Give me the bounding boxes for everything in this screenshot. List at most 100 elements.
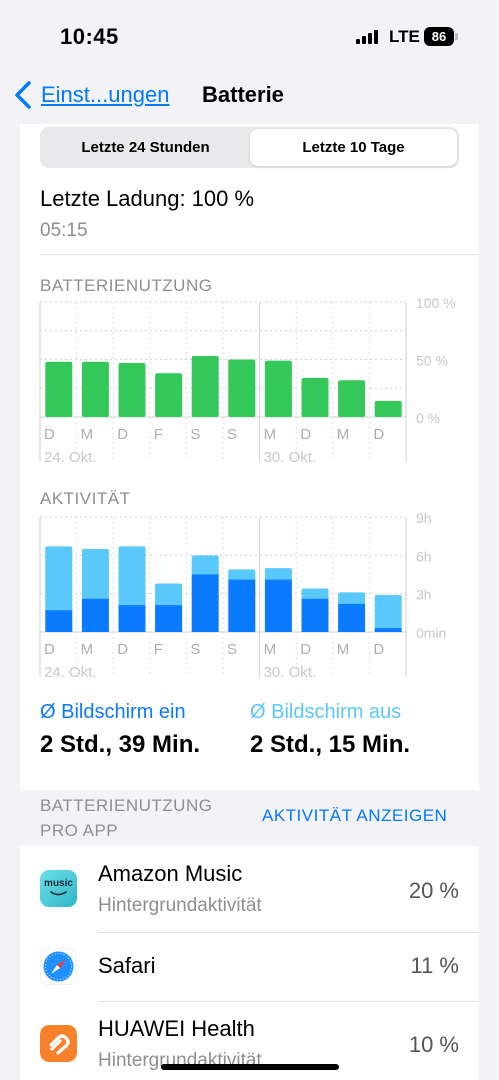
tab-last-10-days[interactable]: Letzte 10 Tage [250,129,457,166]
date-label: 24. Okt. [44,664,97,681]
back-button[interactable]: Einst...ungen [41,82,170,107]
y-tick-label: 100 % [416,295,456,311]
tab-last-24-hours[interactable]: Letzte 24 Stunden [81,139,210,156]
app-usage-list: music Amazon Music Hintergrundaktivität … [20,846,479,1080]
activity-bar-screen-off [301,588,329,601]
x-tick-label: F [154,426,163,443]
amazon-music-icon: music [40,870,77,907]
activity-bar-screen-on [264,579,292,632]
list-item[interactable]: Safari 11 % [20,933,479,1002]
x-tick-label: D [300,641,311,658]
app-percentage: 10 % [408,1032,459,1057]
activity-bar-screen-on [301,598,329,632]
y-tick-label: 50 % [416,353,448,369]
activity-bar-screen-off [155,583,183,608]
nav-bar: Einst...ungen Batterie [0,70,499,124]
x-tick-label: D [373,426,384,443]
status-time: 10:45 [60,24,119,49]
activity-bar-screen-on [374,628,402,632]
screen-off-value: 2 Std., 15 Min. [250,731,411,758]
row-divider [98,932,479,933]
battery-cap [455,33,458,40]
activity-chart-title: AKTIVITÄT [40,489,131,508]
x-tick-label: F [154,641,163,658]
screen-on-value: 2 Std., 39 Min. [40,731,201,758]
time-range-segmented-control: Letzte 24 Stunden Letzte 10 Tage [40,127,459,168]
battery-bar [81,361,109,417]
activity-bar-screen-on [228,579,256,632]
activity-bar-screen-off [81,548,109,601]
activity-bar-screen-on [338,603,366,632]
x-tick-label: D [44,426,55,443]
activity-bar-screen-on [45,610,73,632]
battery-bar [191,356,219,417]
y-tick-label: 6h [416,548,432,564]
screen-on-label: Ø Bildschirm ein [40,701,186,723]
x-tick-label: D [300,426,311,443]
app-name: Safari [98,953,156,978]
y-tick-label: 9h [416,510,432,526]
x-tick-label: M [337,426,350,443]
battery-bar [338,380,366,417]
activity-bar-screen-on [191,574,219,632]
x-tick-label: D [44,641,55,658]
date-label: 30. Okt. [264,664,317,681]
activity-bar-screen-off [338,592,366,606]
status-bar: 10:45 LTE 86 [0,0,499,70]
battery-bar [118,362,146,417]
y-tick-label: 0 % [416,410,440,426]
activity-bar-screen-off [228,569,256,582]
app-usage-header-line2: PRO APP [40,821,119,840]
home-indicator [161,1064,339,1070]
date-label: 24. Okt. [44,449,97,466]
x-tick-label: M [337,641,350,658]
app-name: Amazon Music [98,861,243,886]
row-divider [98,1001,479,1002]
x-tick-label: S [227,641,237,658]
divider [40,254,479,255]
network-type: LTE [389,27,420,46]
app-percentage: 20 % [408,878,459,903]
battery-bar [155,373,183,417]
activity-chart[interactable]: 9h 6h 3h 0min D M D F S S M D M D 24. Okt. 30. Okt. [20,509,479,684]
app-name: HUAWEI Health [98,1016,255,1041]
battery-bar [264,360,292,417]
battery-usage-chart[interactable]: 100 % 50 % 0 % D M D F S S M D M D 24. Okt. 30. Okt. [20,294,479,469]
activity-bar-screen-on [118,605,146,632]
x-tick-label: M [264,641,277,658]
amazon-music-icon-text: music [44,878,73,889]
list-item[interactable]: music Amazon Music Hintergrundaktivität … [20,846,479,933]
app-usage-header: BATTERIENUTZUNG PRO APP [40,793,212,843]
x-tick-label: M [81,641,94,658]
activity-bar-screen-on [81,598,109,632]
amazon-smile-shape [50,891,67,896]
activity-bar-screen-off [118,546,146,608]
x-tick-label: S [227,426,237,443]
list-item[interactable]: HUAWEI Health Hintergrundaktivität 10 % [20,1002,479,1080]
app-percentage: 11 % [410,953,459,978]
activity-bar-screen-off [264,568,292,582]
show-activity-button[interactable]: AKTIVITÄT ANZEIGEN [262,806,448,825]
signal-icon [356,30,382,44]
safari-icon [40,948,77,985]
activity-bar-screen-off [45,546,73,613]
chevron-left-icon[interactable] [12,80,36,110]
x-tick-label: S [190,426,200,443]
last-charge-time: 05:15 [40,220,88,241]
screen-off-label: Ø Bildschirm aus [250,701,402,723]
battery-bar [301,377,329,417]
battery-chart-title: BATTERIENUTZUNG [40,276,213,295]
x-tick-label: S [190,641,200,658]
y-tick-label: 3h [416,587,432,603]
battery-bar [228,359,256,417]
date-label: 30. Okt. [264,449,317,466]
activity-bar-screen-off [374,594,402,631]
app-subtitle: Hintergrundaktivität [98,895,262,916]
x-tick-label: D [373,641,384,658]
page-title: Batterie [202,82,284,107]
last-charge-label: Letzte Ladung: 100 % [40,186,255,211]
activity-bar-screen-on [155,605,183,632]
x-tick-label: M [81,426,94,443]
y-tick-label: 0min [416,625,446,641]
huawei-health-icon [40,1025,77,1062]
